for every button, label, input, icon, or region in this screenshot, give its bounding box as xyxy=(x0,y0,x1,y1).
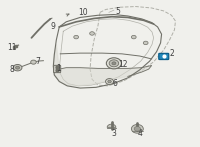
Circle shape xyxy=(108,80,111,83)
Polygon shape xyxy=(53,44,152,86)
Text: 8: 8 xyxy=(9,65,14,74)
Text: 2: 2 xyxy=(169,49,174,58)
Text: 11: 11 xyxy=(7,43,16,52)
FancyBboxPatch shape xyxy=(54,65,61,73)
Circle shape xyxy=(109,60,119,67)
Circle shape xyxy=(106,79,114,84)
Circle shape xyxy=(134,127,141,131)
Text: 9: 9 xyxy=(51,22,56,31)
Circle shape xyxy=(31,60,36,64)
Circle shape xyxy=(131,35,136,39)
Text: 7: 7 xyxy=(35,57,40,66)
Text: 1: 1 xyxy=(56,64,61,73)
Circle shape xyxy=(106,58,121,69)
Text: 6: 6 xyxy=(112,79,117,88)
Circle shape xyxy=(13,65,22,71)
Text: 5: 5 xyxy=(115,7,120,16)
Text: 10: 10 xyxy=(78,8,88,17)
Circle shape xyxy=(90,32,94,35)
Wedge shape xyxy=(107,124,116,127)
Circle shape xyxy=(143,41,148,45)
Text: 3: 3 xyxy=(111,129,116,138)
Text: 4: 4 xyxy=(137,129,142,138)
Text: 12: 12 xyxy=(118,60,128,69)
Circle shape xyxy=(131,125,143,133)
Circle shape xyxy=(74,35,79,39)
FancyBboxPatch shape xyxy=(159,53,169,60)
Circle shape xyxy=(16,66,20,69)
Circle shape xyxy=(112,62,116,65)
